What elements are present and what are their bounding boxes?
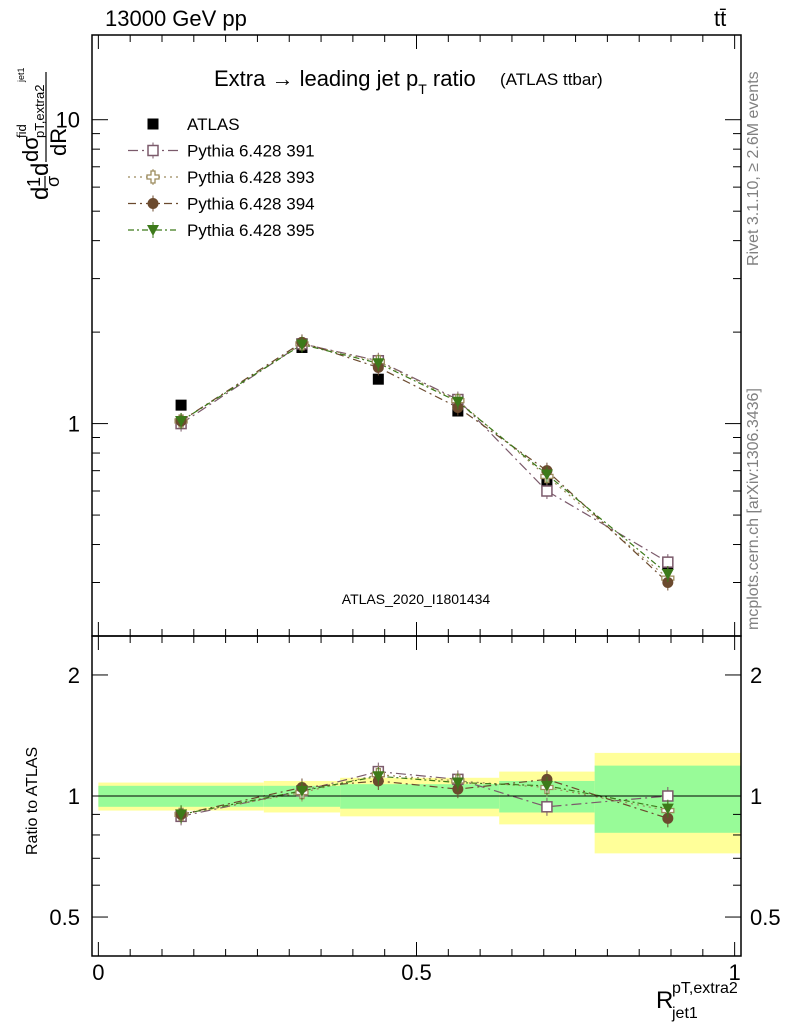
data-point-atlas bbox=[372, 373, 384, 385]
series-line-main bbox=[180, 343, 669, 563]
header-left-label: 13000 GeV pp bbox=[105, 6, 247, 31]
y-tick-label-ratio-left: 1 bbox=[68, 784, 80, 809]
data-point-series bbox=[175, 415, 188, 427]
y-tick-label-main: 1 bbox=[68, 412, 80, 437]
x-axis-label-sup: pT,extra2 bbox=[672, 980, 738, 997]
series-line-ratio bbox=[180, 778, 669, 819]
main-series-lines bbox=[180, 341, 669, 583]
y-axis-label-ratio: Ratio to ATLAS bbox=[24, 747, 41, 855]
legend-marker bbox=[147, 198, 159, 209]
ratio-point-series bbox=[540, 780, 553, 792]
x-tick-label: 0.5 bbox=[401, 960, 432, 985]
y-tick-label-main: 10 bbox=[56, 108, 80, 133]
y-tick-label-ratio-left: 2 bbox=[68, 663, 80, 688]
ratio-point-series bbox=[541, 801, 553, 813]
data-point-series bbox=[662, 556, 674, 568]
axis-tick-labels: 0 0.5 1 1 10 0.5 0.5 1 1 2 2 bbox=[49, 108, 780, 985]
series-line-main bbox=[180, 343, 669, 575]
data-point-series bbox=[661, 568, 674, 580]
svg-text:pT,extra2: pT,extra2 bbox=[32, 85, 47, 138]
y-tick-label-ratio-right: 0.5 bbox=[750, 905, 781, 930]
x-axis-label-sub: jet1 bbox=[671, 1005, 698, 1022]
svg-text:dR: dR bbox=[46, 128, 71, 156]
ratio-point-series bbox=[175, 809, 188, 821]
y-tick-label-ratio-right: 2 bbox=[750, 663, 762, 688]
data-point-series bbox=[295, 339, 308, 351]
svg-text:σ: σ bbox=[43, 176, 63, 187]
data-point-series bbox=[451, 396, 464, 408]
legend: ATLAS Pythia 6.428 391 Pythia 6.428 393 Pyt… bbox=[128, 115, 315, 240]
chart-title-note: (ATLAS ttbar) bbox=[500, 70, 603, 89]
legend-marker bbox=[147, 144, 159, 157]
x-axis-label: R bbox=[656, 987, 673, 1014]
series-line-ratio bbox=[180, 775, 668, 815]
legend-marker bbox=[147, 225, 159, 236]
svg-text:1: 1 bbox=[24, 177, 44, 187]
series-line-main bbox=[180, 341, 669, 583]
x-tick-label: 0 bbox=[92, 960, 104, 985]
svg-text:jet1: jet1 bbox=[16, 67, 26, 83]
ratio-point-series bbox=[295, 785, 308, 797]
data-point-series bbox=[540, 469, 553, 481]
legend-label: ATLAS bbox=[187, 115, 240, 134]
legend-label: Pythia 6.428 395 bbox=[187, 221, 315, 240]
data-point-series bbox=[372, 358, 385, 370]
ratio-point-series bbox=[661, 803, 674, 815]
svg-text:d: d bbox=[27, 163, 54, 176]
ratio-uncertainty-bands bbox=[98, 752, 741, 854]
x-tick-label: 1 bbox=[729, 960, 741, 985]
data-point-atlas bbox=[175, 399, 187, 411]
y-axis-label-main: d 1 σ d dσ fid pT,extra2 dR jet1 bbox=[14, 67, 71, 200]
legend-marker bbox=[147, 118, 159, 130]
axis-ticks bbox=[92, 35, 741, 957]
svg-text:dσ: dσ bbox=[18, 136, 43, 162]
analysis-watermark: ATLAS_2020_I1801434 bbox=[342, 591, 491, 607]
data-point-series bbox=[662, 576, 674, 588]
svg-text:d: d bbox=[27, 187, 54, 200]
series-line-main bbox=[180, 343, 669, 579]
ratio-point-series bbox=[372, 771, 385, 783]
ratio-markers bbox=[174, 762, 675, 828]
legend-label: Pythia 6.428 391 bbox=[187, 142, 315, 161]
data-point-series bbox=[541, 485, 553, 497]
header-right-label: tt̄ bbox=[714, 6, 727, 31]
svg-text:fid: fid bbox=[14, 124, 29, 138]
y-tick-label-ratio-right: 1 bbox=[750, 784, 762, 809]
main-markers bbox=[174, 334, 675, 591]
legend-marker bbox=[146, 170, 160, 184]
y-tick-label-ratio-left: 0.5 bbox=[49, 905, 80, 930]
ratio-point-series bbox=[451, 777, 464, 789]
legend-label: Pythia 6.428 393 bbox=[187, 168, 315, 187]
ratio-point-series bbox=[662, 812, 674, 824]
ratio-point-series bbox=[662, 790, 674, 802]
chart-title: Extra → leading jet pT ratio bbox=[214, 66, 476, 97]
legend-label: Pythia 6.428 394 bbox=[187, 195, 315, 214]
